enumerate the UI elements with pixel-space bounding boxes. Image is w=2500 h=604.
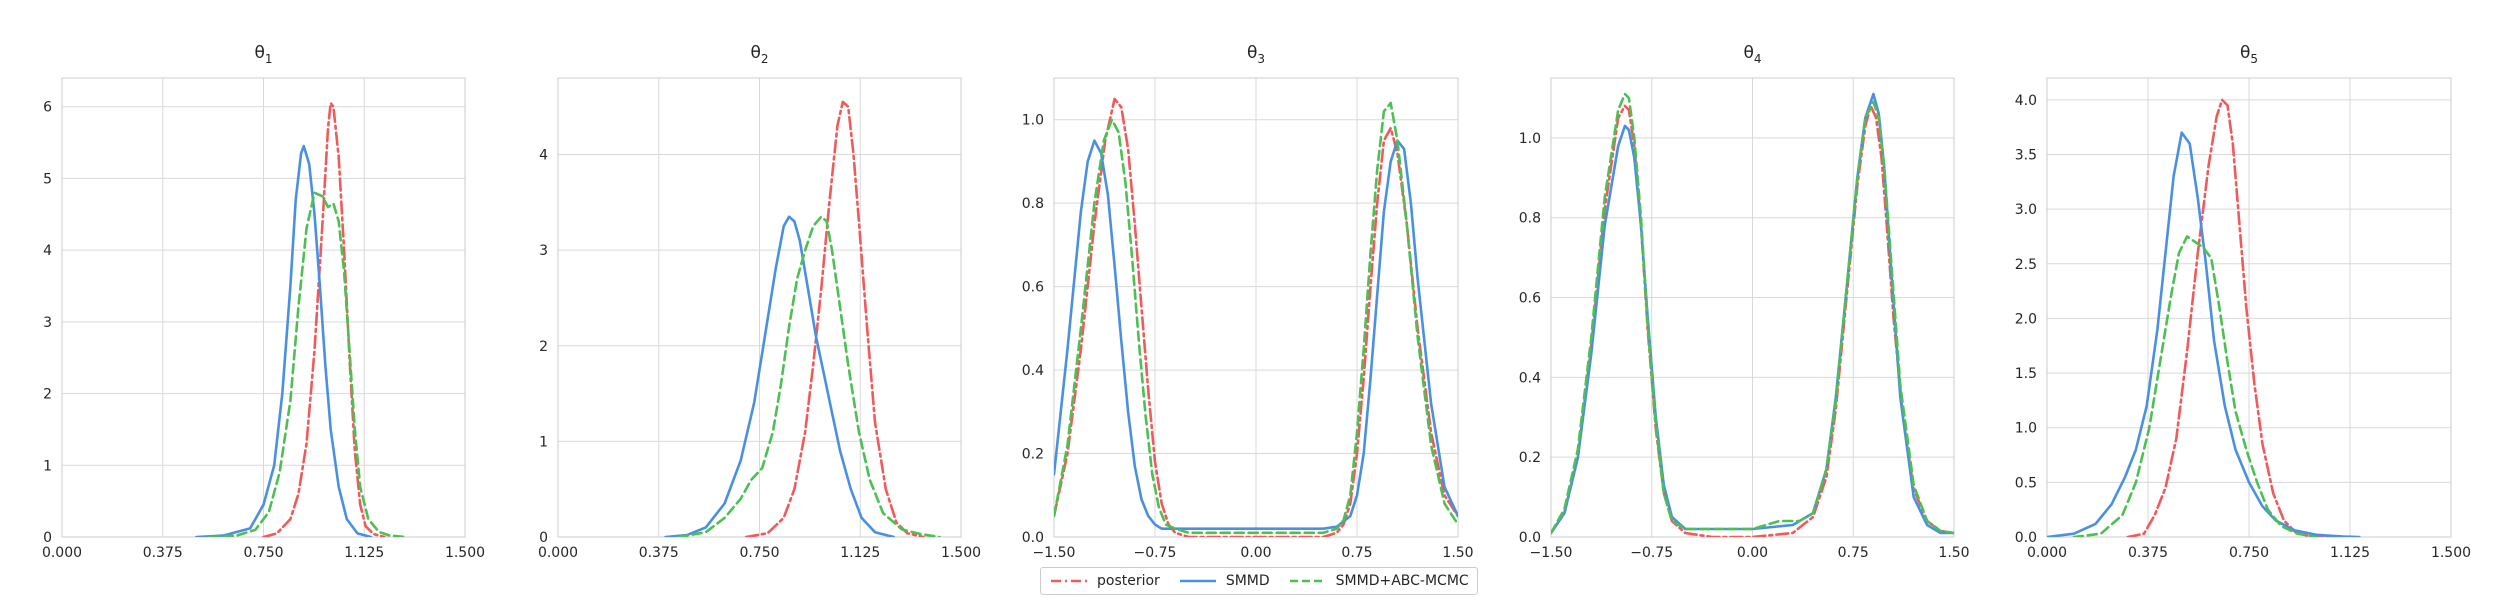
x-tick-label: 1.125 xyxy=(344,545,384,561)
y-tick-label: 4.0 xyxy=(2015,93,2037,109)
x-tick-label: 0.00 xyxy=(1737,545,1768,561)
series-line-smmd-abc-mcmc xyxy=(208,191,408,537)
series-line-smmd xyxy=(2047,131,2361,537)
y-tick-label: 3.5 xyxy=(2015,148,2037,164)
y-tick-label: 2.0 xyxy=(2015,311,2037,327)
panel-5: 0.000 0.375 0.750 1.125 1.500 0.0 0.5 1.0 1.5 2.0… xyxy=(2015,43,2471,561)
y-tick-label: 1.0 xyxy=(2015,421,2037,437)
x-tick-label: 0.750 xyxy=(243,545,283,561)
legend-swatch-posterior xyxy=(1051,579,1087,583)
legend-item-posterior: posterior xyxy=(1049,573,1160,589)
x-tick-label: 1.50 xyxy=(1442,545,1473,561)
series-line-smmd-abc-mcmc xyxy=(677,215,941,537)
y-tick-label: 3.0 xyxy=(2015,202,2037,218)
y-tick-label: 6 xyxy=(43,100,52,116)
x-tick-label: 0.375 xyxy=(639,545,679,561)
series-line-smmd xyxy=(664,215,896,537)
y-tick-label: 0.2 xyxy=(1519,450,1541,466)
plot-frame xyxy=(557,77,962,538)
y-tick-label: 0.4 xyxy=(1022,363,1044,379)
y-tick-label: 2.5 xyxy=(2015,257,2037,273)
x-tick-label: −0.75 xyxy=(1630,545,1673,561)
x-tick-label: 0.75 xyxy=(1838,545,1869,561)
series-line-smmd xyxy=(195,144,373,537)
y-tick-label: 1 xyxy=(43,458,52,474)
legend-label-posterior: posterior xyxy=(1097,573,1160,589)
panel-title: θ3 xyxy=(1247,43,1265,66)
panel-1: 0.000 0.375 0.750 1.125 1.500 0 1 2 3 4 5 6 θ1 xyxy=(42,43,485,561)
y-tick-label: 3 xyxy=(43,315,52,331)
legend: posterior SMMD SMMD+ABC-MCMC xyxy=(1040,567,1478,595)
y-tick-label: 2 xyxy=(539,339,548,355)
legend-item-smmd: SMMD xyxy=(1178,573,1270,589)
y-tick-label: 0.4 xyxy=(1519,370,1541,386)
x-tick-label: 0.000 xyxy=(538,545,578,561)
x-tick-label: 1.500 xyxy=(445,545,485,561)
panel-3: −1.50 −0.75 0.00 0.75 1.50 0.0 0.2 0.4 0.6 0.8 1.0… xyxy=(1022,43,1474,561)
y-tick-label: 0.2 xyxy=(1022,447,1044,463)
series-line-posterior xyxy=(2126,98,2332,537)
panel-title: θ1 xyxy=(254,43,272,66)
y-tick-label: 1 xyxy=(539,434,548,450)
x-tick-label: 0.75 xyxy=(1341,545,1372,561)
plot-frame xyxy=(2046,77,2452,538)
y-tick-label: 0.0 xyxy=(2015,530,2037,546)
y-tick-label: 0.0 xyxy=(1022,530,1044,546)
y-tick-label: 0.8 xyxy=(1519,211,1541,227)
series-line-smmd-abc-mcmc xyxy=(1551,92,1954,535)
x-tick-label: 1.125 xyxy=(2330,545,2370,561)
y-tick-label: 1.5 xyxy=(2015,366,2037,382)
x-tick-label: 1.125 xyxy=(840,545,880,561)
x-tick-label: 0.375 xyxy=(143,545,183,561)
x-tick-label: 0.000 xyxy=(42,545,82,561)
legend-item-smmd-abc-mcmc: SMMD+ABC-MCMC xyxy=(1288,573,1469,589)
x-tick-label: 0.00 xyxy=(1240,545,1271,561)
x-tick-label: −1.50 xyxy=(1033,545,1076,561)
y-tick-label: 3 xyxy=(539,243,548,259)
series-line-smmd-abc-mcmc xyxy=(2072,235,2318,537)
legend-label-smmd-abc-mcmc: SMMD+ABC-MCMC xyxy=(1335,573,1469,589)
x-tick-label: −1.50 xyxy=(1530,545,1573,561)
legend-swatch-smmd xyxy=(1179,579,1216,583)
y-tick-label: 4 xyxy=(539,148,548,164)
legend-swatch-smmd-abc-mcmc xyxy=(1289,579,1326,583)
x-tick-label: 0.375 xyxy=(2128,545,2168,561)
y-tick-label: 0.6 xyxy=(1022,280,1044,296)
y-tick-label: 1.0 xyxy=(1519,131,1541,147)
x-tick-label: −0.75 xyxy=(1134,545,1177,561)
panel-title: θ4 xyxy=(1743,43,1761,66)
y-tick-label: 0.5 xyxy=(2015,475,2037,491)
series-line-smmd-abc-mcmc xyxy=(1054,101,1458,535)
series-line-posterior xyxy=(744,100,925,537)
x-tick-label: 0.750 xyxy=(739,545,779,561)
x-tick-label: 1.500 xyxy=(941,545,981,561)
y-tick-label: 2 xyxy=(43,387,52,403)
x-tick-label: 0.750 xyxy=(2229,545,2269,561)
y-tick-label: 0 xyxy=(539,530,548,546)
series-line-posterior xyxy=(262,101,386,537)
panel-title: θ5 xyxy=(2240,43,2258,66)
y-tick-label: 1.0 xyxy=(1022,113,1044,129)
y-tick-label: 4 xyxy=(43,243,52,259)
y-tick-label: 0 xyxy=(43,530,52,546)
x-tick-label: 1.50 xyxy=(1938,545,1969,561)
y-tick-label: 5 xyxy=(43,171,52,187)
legend-label-smmd: SMMD xyxy=(1225,573,1270,589)
x-tick-label: 0.000 xyxy=(2027,545,2067,561)
y-tick-label: 0.0 xyxy=(1519,530,1541,546)
panel-2: 0.000 0.375 0.750 1.125 1.500 0 1 2 3 4 θ2 xyxy=(538,43,981,561)
panel-title: θ2 xyxy=(750,43,768,66)
series-line-posterior xyxy=(1054,97,1458,537)
panel-4: −1.50 −0.75 0.00 0.75 1.50 0.0 0.2 0.4 0.6 0.8 1.0… xyxy=(1519,43,1970,561)
y-tick-label: 0.8 xyxy=(1022,196,1044,212)
y-tick-label: 0.6 xyxy=(1519,291,1541,307)
x-tick-label: 1.500 xyxy=(2431,545,2471,561)
